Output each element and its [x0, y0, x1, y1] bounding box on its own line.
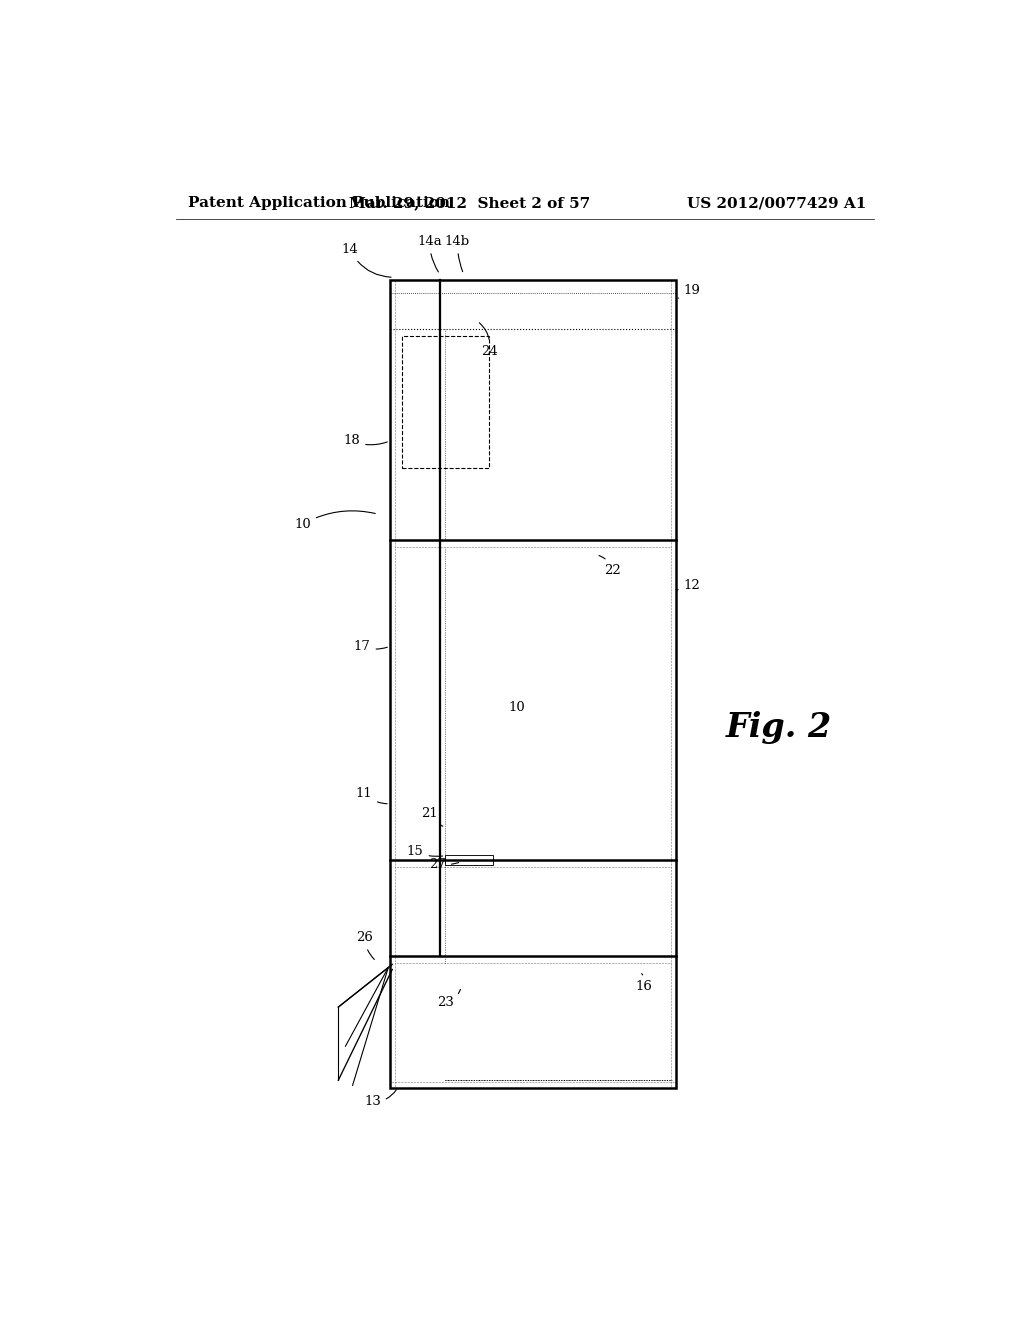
Text: 12: 12 [677, 578, 699, 591]
Text: 17: 17 [353, 640, 387, 653]
Text: US 2012/0077429 A1: US 2012/0077429 A1 [687, 197, 866, 210]
Text: 23: 23 [437, 990, 461, 1008]
Bar [445, 854, 494, 865]
Text: 14: 14 [342, 243, 391, 277]
Bar [390, 280, 676, 1089]
Text: 21: 21 [421, 808, 442, 826]
Text: 24: 24 [479, 323, 498, 358]
Text: 13: 13 [364, 1090, 396, 1107]
Text: 19: 19 [679, 284, 699, 298]
Text: Mar. 29, 2012  Sheet 2 of 57: Mar. 29, 2012 Sheet 2 of 57 [348, 197, 590, 210]
Text: 15: 15 [407, 845, 442, 858]
Text: 10: 10 [294, 511, 375, 531]
Text: 22: 22 [599, 556, 621, 577]
Text: 10: 10 [509, 701, 525, 714]
Text: 14a: 14a [417, 235, 442, 272]
Text: Patent Application Publication: Patent Application Publication [187, 197, 450, 210]
Text: 11: 11 [355, 787, 387, 804]
Text: Fig. 2: Fig. 2 [726, 711, 831, 744]
Text: 27: 27 [429, 858, 459, 871]
Bar [401, 337, 489, 469]
Text: 26: 26 [356, 932, 375, 960]
Text: 16: 16 [636, 974, 652, 993]
Text: 18: 18 [343, 434, 387, 447]
Text: 14b: 14b [444, 235, 470, 272]
